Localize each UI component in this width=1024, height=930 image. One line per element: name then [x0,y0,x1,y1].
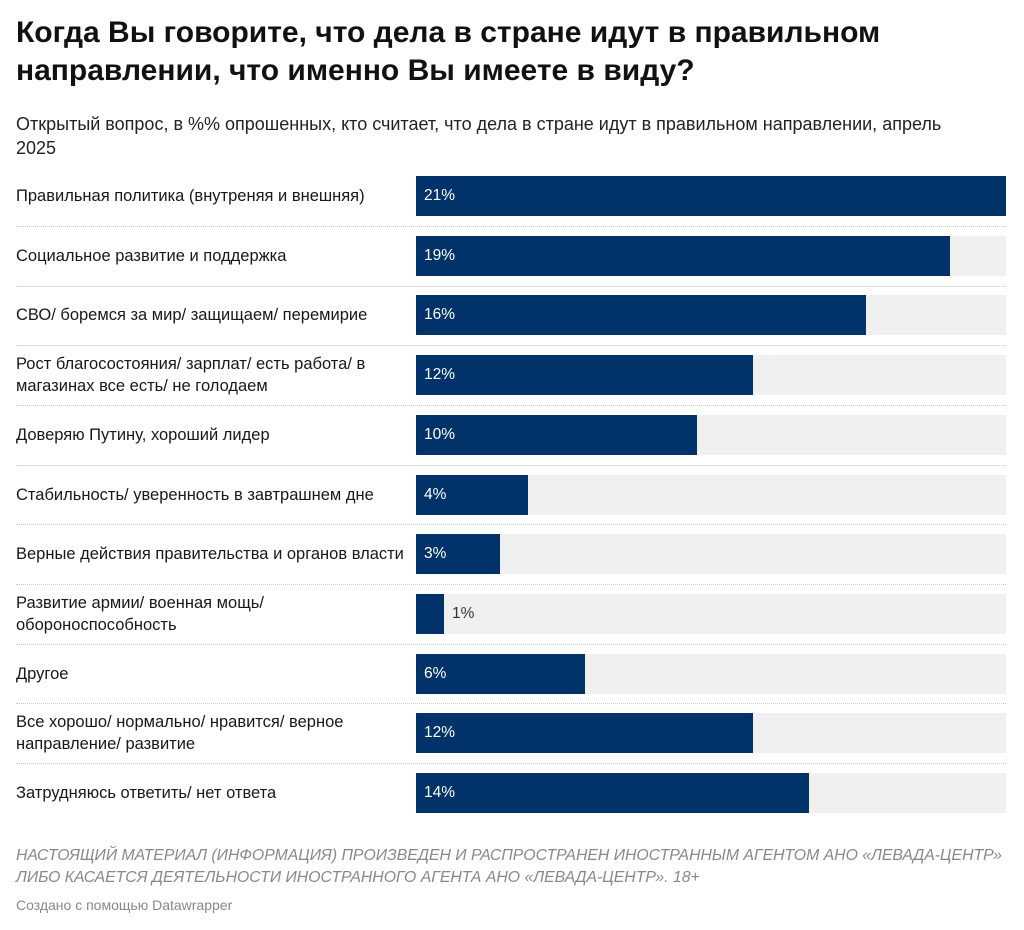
bar-value-label: 10% [424,425,456,443]
row-divider [16,225,1006,227]
bar [416,534,500,575]
row-divider [16,464,1006,466]
row-divider [16,345,1006,347]
row-divider [16,285,1006,287]
bar [416,235,950,276]
bar-value-label: 1% [452,604,475,622]
bar-label: Верные действия правительства и органов … [16,545,404,564]
bar-label: Другое [16,664,69,683]
bar [416,773,809,813]
bar [416,713,753,754]
bar-value-label: 12% [424,724,456,742]
bar-label: Доверяю Путину, хороший лидер [16,425,270,444]
row-divider [16,703,1006,705]
row-divider [16,524,1006,526]
bar [416,355,753,396]
foreign-agent-note: НАСТОЯЩИЙ МАТЕРИАЛ (ИНФОРМАЦИЯ) ПРОИЗВЕД… [16,847,1002,886]
row-divider [16,584,1006,586]
bar-value-label: 3% [424,545,447,563]
bar-label: Правильная политика (внутреняя и внешняя… [16,187,365,205]
bar-value-label: 12% [424,366,456,384]
row-divider [16,763,1006,765]
bar [416,414,697,455]
bar-track [416,593,1006,634]
bar [416,176,1006,216]
datawrapper-credit: Создано с помощью Datawrapper [16,897,233,913]
bar-label: Все хорошо/ нормально/ нравится/ верное … [16,713,344,754]
row-divider [16,643,1006,645]
bar-value-label: 6% [424,664,447,682]
bar-label: Затрудняюсь ответить/ нет ответа [16,784,277,802]
bar-value-label: 16% [424,306,456,324]
bar-label: СВО/ боремся за мир/ защищаем/ перемирие [16,306,368,325]
bar [416,474,528,515]
bar-value-label: 21% [424,187,456,204]
bar-value-label: 19% [424,246,456,264]
bar [416,593,444,634]
bar-label: Социальное развитие и поддержка [16,246,287,265]
bar [416,653,585,694]
bar-label: Стабильность/ уверенность в завтрашнем д… [16,485,374,504]
bar-label: Развитие армии/ военная мощь/ обороноспо… [16,593,264,634]
bar-track [416,534,1006,575]
chart-subtitle: Открытый вопрос, в %% опрошенных, кто сч… [16,114,942,158]
bar [416,295,866,336]
bar-value-label: 4% [424,485,447,503]
bar-value-label: 14% [424,784,456,801]
bar-label: Рост благосостояния/ зарплат/ есть работ… [16,355,366,396]
chart-title: Когда Вы говорите, что дела в стране иду… [16,16,881,87]
row-divider [16,404,1006,406]
